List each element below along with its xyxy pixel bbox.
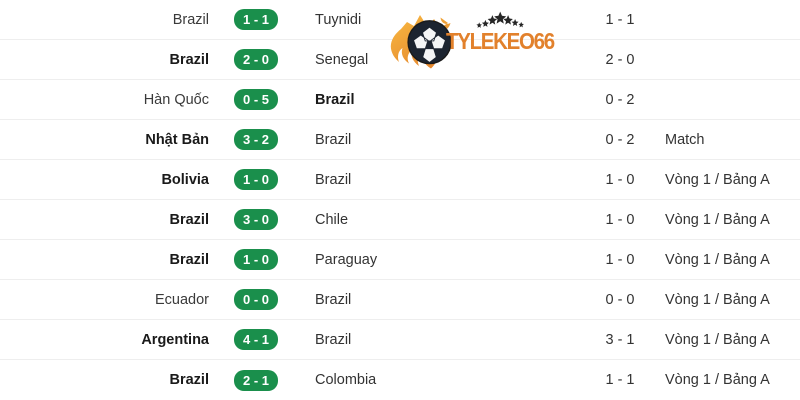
svg-text:TYLEKEO66: TYLEKEO66 xyxy=(446,28,555,54)
